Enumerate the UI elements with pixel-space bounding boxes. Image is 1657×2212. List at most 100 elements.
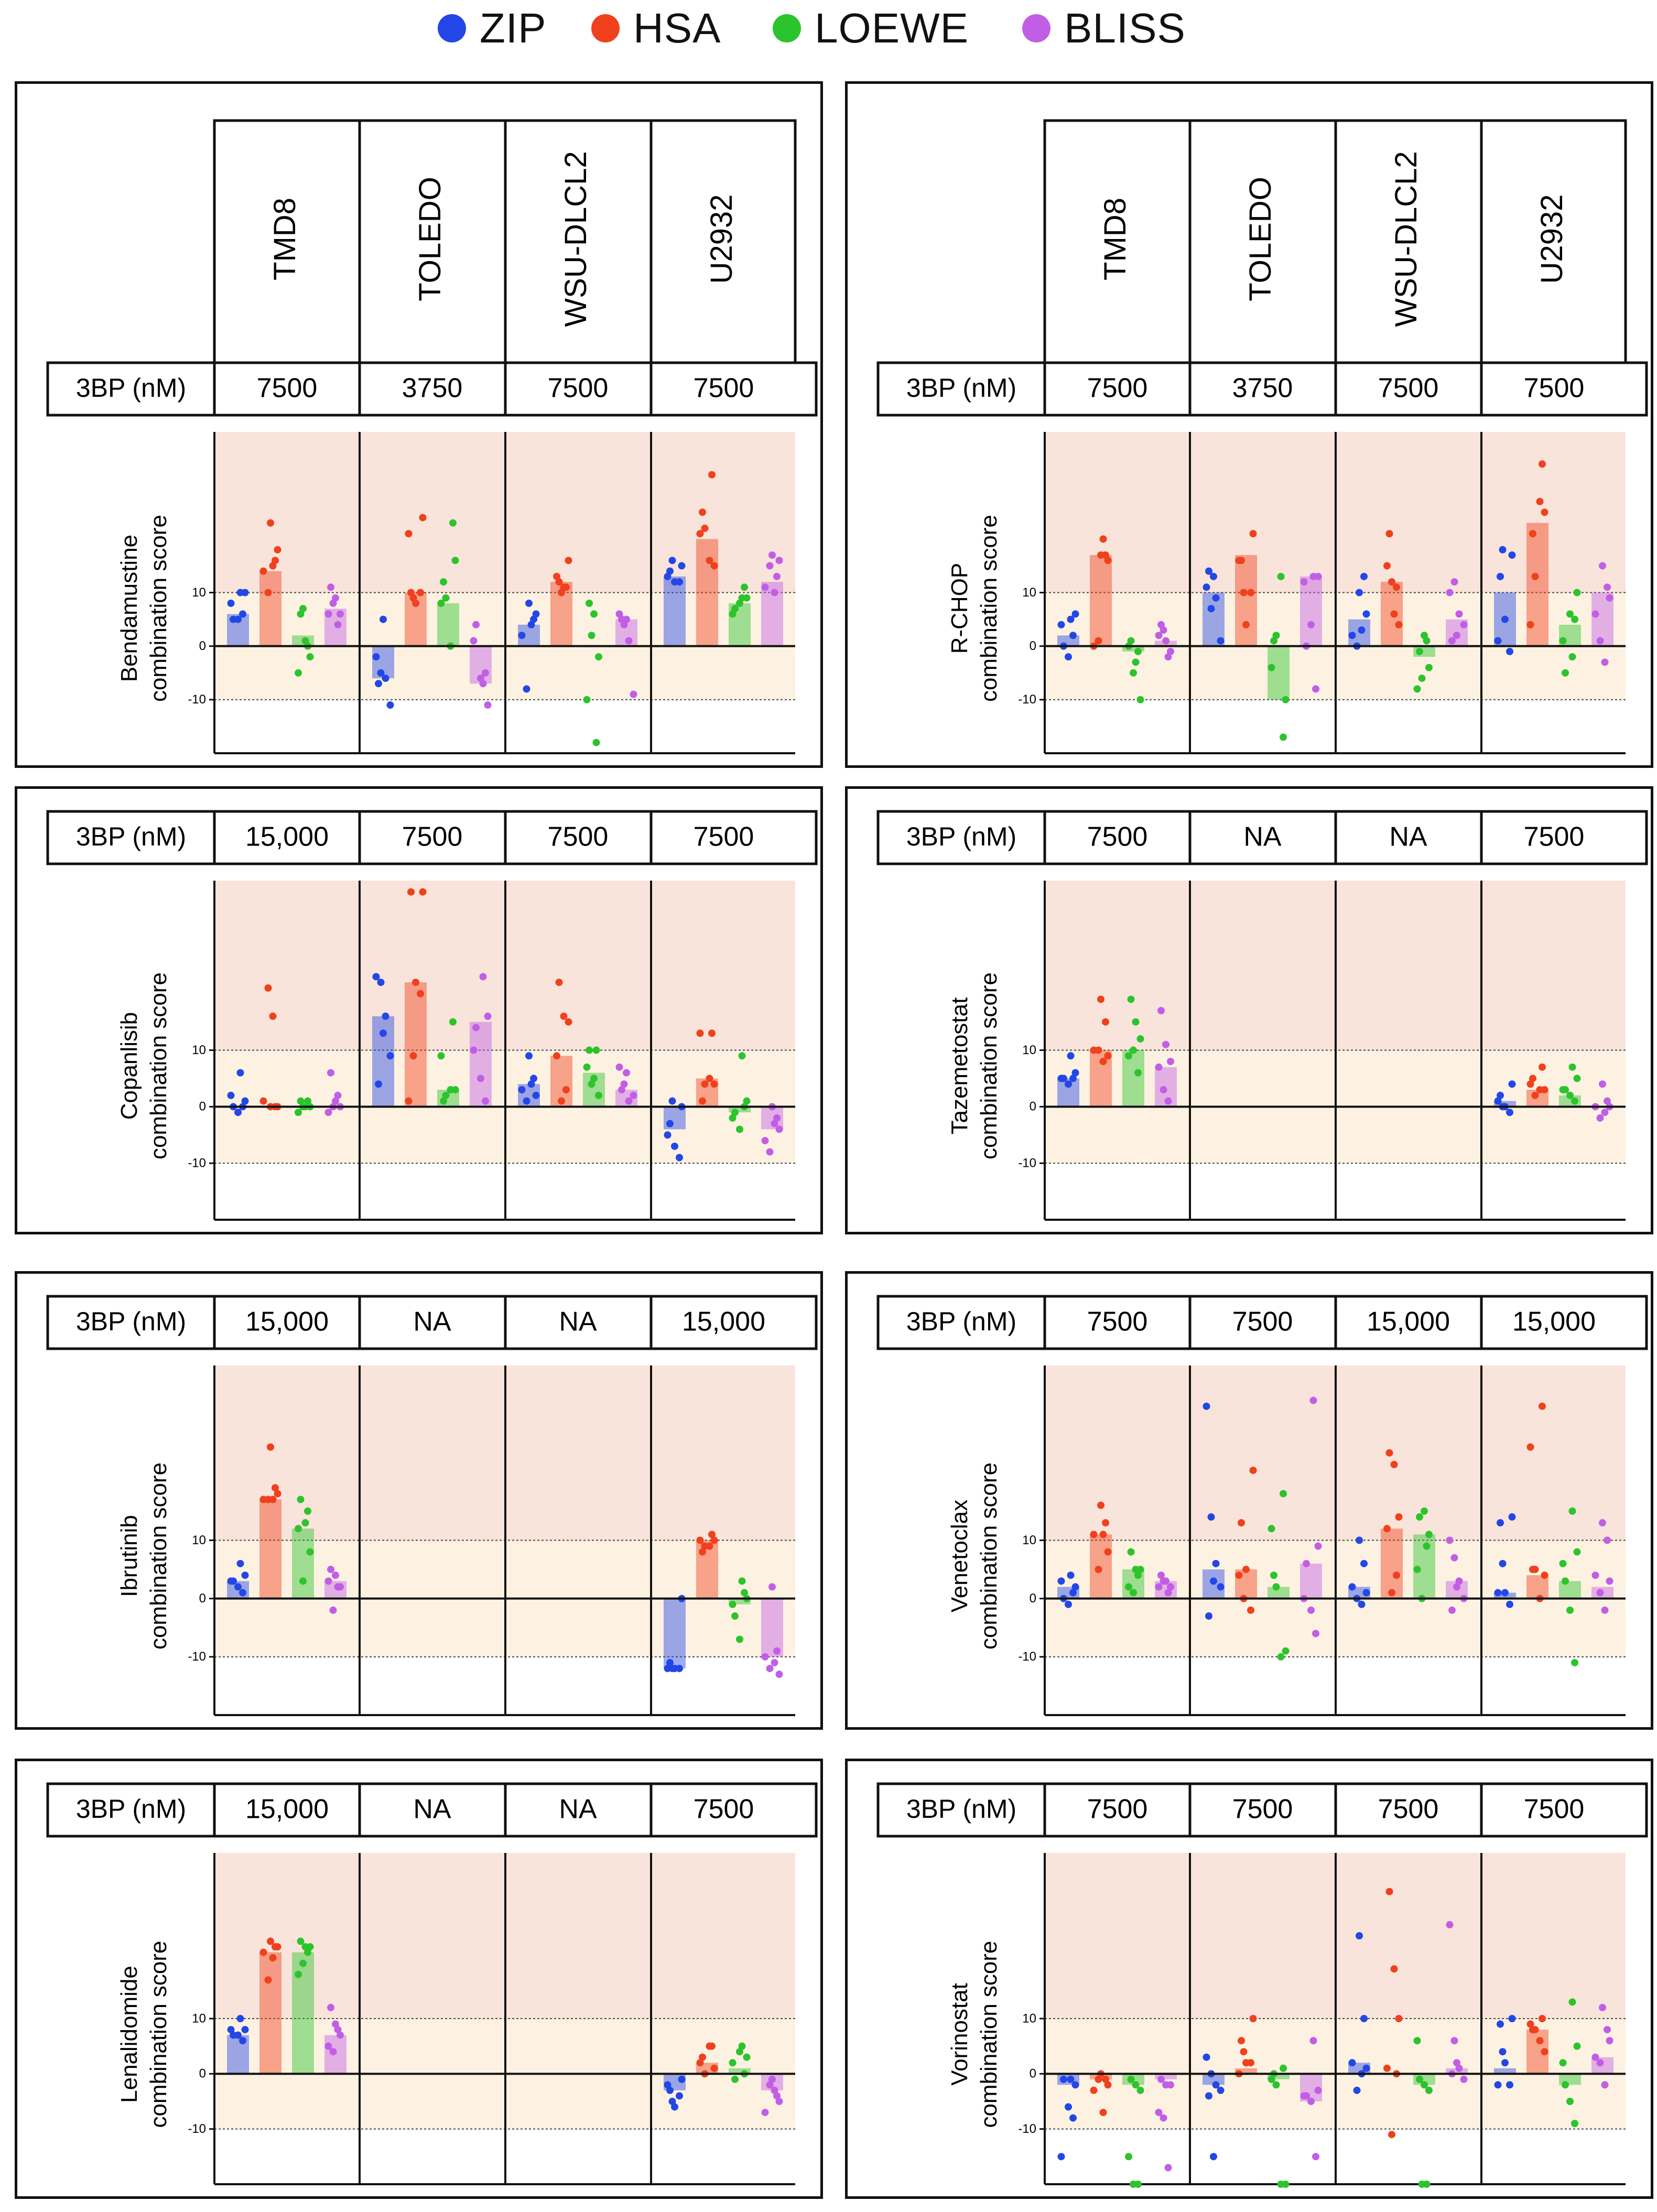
point-bliss bbox=[1309, 1396, 1317, 1404]
point-loewe bbox=[1418, 674, 1426, 682]
point-bliss bbox=[1155, 1063, 1163, 1071]
point-bliss bbox=[1160, 626, 1167, 634]
chart-panel-r-chop: TMD8 TOLEDO WSU-DLCL2 U2932 3BP (nM) 7500 3750… bbox=[845, 81, 1653, 768]
point-bliss bbox=[630, 690, 637, 698]
point-bliss bbox=[771, 1658, 778, 1666]
y-tick-label: -10 bbox=[188, 1650, 206, 1664]
point-bliss bbox=[1314, 572, 1322, 580]
point-loewe bbox=[1562, 669, 1569, 677]
point-hsa bbox=[1235, 1571, 1243, 1579]
drug-name-label: Lenalidomide bbox=[116, 1966, 142, 2103]
legend-label: LOEWE bbox=[815, 5, 969, 51]
point-loewe bbox=[1136, 2086, 1144, 2094]
point-zip bbox=[377, 979, 385, 986]
point-zip bbox=[1203, 583, 1210, 591]
chart-panel-lenalidomide: 3BP (nM) 15,000 NA NA 7500 -10 0 10 Lenalidomide… bbox=[15, 1759, 823, 2199]
point-zip bbox=[1207, 605, 1215, 613]
point-bliss bbox=[334, 1583, 342, 1591]
point-zip bbox=[676, 578, 683, 586]
point-loewe bbox=[586, 599, 593, 607]
point-loewe bbox=[1562, 1577, 1569, 1585]
point-bliss bbox=[1601, 658, 1609, 666]
point-bliss bbox=[1604, 1536, 1611, 1544]
point-zip bbox=[1497, 572, 1504, 580]
point-zip bbox=[1362, 2064, 1370, 2072]
point-loewe bbox=[583, 1063, 591, 1071]
point-zip bbox=[525, 1052, 533, 1060]
point-bliss bbox=[1455, 2064, 1463, 2072]
point-bliss bbox=[470, 1046, 478, 1054]
point-hsa bbox=[1102, 1519, 1109, 1527]
y-tick-label: 0 bbox=[1030, 1100, 1036, 1114]
point-hsa bbox=[1385, 1888, 1393, 1895]
conc-row-header: 3BP (nM) bbox=[906, 822, 1016, 851]
point-loewe bbox=[1566, 2098, 1574, 2105]
point-bliss bbox=[324, 610, 332, 618]
point-hsa bbox=[1102, 1018, 1109, 1026]
point-zip bbox=[1499, 2048, 1507, 2056]
point-hsa bbox=[710, 562, 718, 570]
point-hsa bbox=[1541, 1571, 1548, 1579]
ylabel-text: combination score bbox=[976, 1462, 1002, 1650]
y-tick-label: 0 bbox=[199, 1100, 206, 1114]
point-bliss bbox=[1601, 1606, 1609, 1614]
point-bliss bbox=[484, 1012, 492, 1020]
point-loewe bbox=[590, 610, 598, 618]
point-loewe bbox=[449, 519, 457, 527]
bar-hsa bbox=[696, 1540, 718, 1599]
point-loewe bbox=[1277, 1653, 1285, 1661]
point-hsa bbox=[710, 2064, 718, 2072]
point-loewe bbox=[1127, 995, 1135, 1003]
point-hsa bbox=[259, 1097, 267, 1105]
point-zip bbox=[227, 599, 235, 607]
point-hsa bbox=[419, 514, 427, 522]
point-hsa bbox=[706, 557, 713, 565]
conc-value: 15,000 bbox=[1367, 1307, 1450, 1337]
point-hsa bbox=[269, 562, 277, 570]
cell-line-label: TMD8 bbox=[268, 198, 302, 280]
point-bliss bbox=[1155, 2109, 1163, 2117]
point-bliss bbox=[1160, 2114, 1167, 2122]
point-bliss bbox=[761, 2109, 769, 2117]
point-loewe bbox=[1573, 1075, 1581, 1082]
point-zip bbox=[666, 1120, 674, 1127]
conc-row-frame bbox=[46, 1782, 818, 1838]
point-hsa bbox=[1090, 2086, 1098, 2094]
point-bliss bbox=[1164, 1589, 1172, 1597]
point-bliss bbox=[1448, 1606, 1456, 1614]
point-zip bbox=[234, 1583, 242, 1591]
point-bliss bbox=[773, 1647, 781, 1655]
conc-value: 7500 bbox=[1378, 1794, 1439, 1825]
conc-row-frame bbox=[876, 361, 1648, 417]
point-hsa bbox=[1526, 2020, 1534, 2028]
point-loewe bbox=[1571, 2120, 1578, 2128]
point-hsa bbox=[1541, 1086, 1548, 1093]
bar-hsa bbox=[1090, 555, 1112, 646]
point-bliss bbox=[1599, 1519, 1606, 1527]
point-zip bbox=[1494, 1097, 1502, 1105]
point-loewe bbox=[304, 1948, 311, 1956]
point-loewe bbox=[1413, 1566, 1421, 1574]
point-loewe bbox=[451, 1086, 459, 1093]
cell-line-label: TMD8 bbox=[1098, 198, 1132, 280]
conc-value: 7500 bbox=[1087, 373, 1148, 404]
ylabel-text: combination score bbox=[976, 1940, 1002, 2128]
y-tick-label: 10 bbox=[192, 1533, 206, 1547]
point-zip bbox=[1362, 1589, 1370, 1597]
point-bliss bbox=[1599, 562, 1606, 570]
cell-line-label: TOLEDO bbox=[1243, 177, 1277, 301]
legend-label: BLISS bbox=[1064, 5, 1186, 51]
point-bliss bbox=[1604, 2026, 1611, 2034]
point-zip bbox=[1205, 567, 1212, 575]
y-tick-label: 0 bbox=[199, 2067, 206, 2081]
point-hsa bbox=[706, 1542, 713, 1550]
chart-svg: TMD8 TOLEDO WSU-DLCL2 U2932 3BP (nM) 7500 3750… bbox=[876, 119, 1648, 754]
y-axis-label: Tazemetostat combination score bbox=[947, 972, 1002, 1159]
point-hsa bbox=[1102, 2075, 1109, 2083]
point-loewe bbox=[729, 2059, 737, 2067]
point-bliss bbox=[1450, 578, 1458, 586]
bar-loewe bbox=[292, 1952, 314, 2074]
bar-loewe bbox=[1268, 1587, 1290, 1599]
y-tick-label: 10 bbox=[1022, 1043, 1036, 1057]
point-hsa bbox=[1242, 621, 1250, 628]
